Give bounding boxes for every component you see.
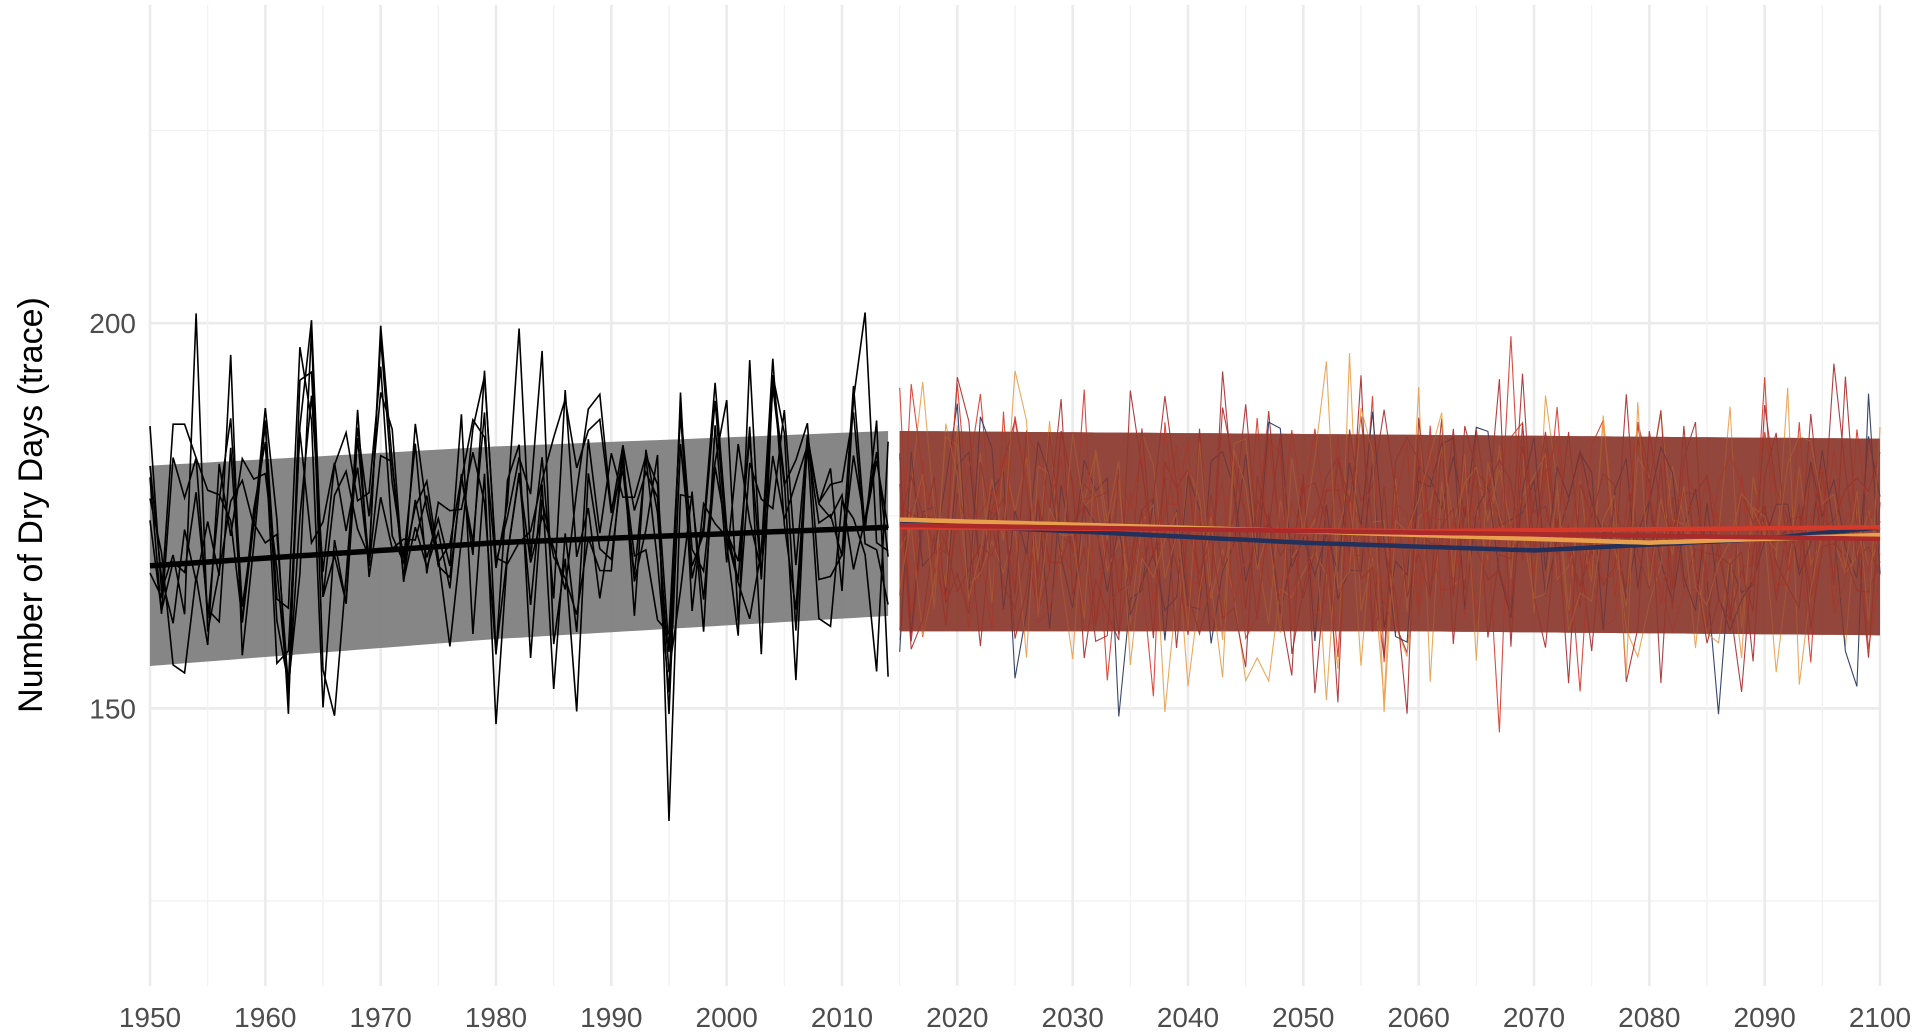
x-tick-label: 2040 [1157, 1002, 1219, 1033]
x-tick-label: 2070 [1503, 1002, 1565, 1033]
x-tick-label: 2090 [1734, 1002, 1796, 1033]
x-axis-tick-labels: 1950 1960 1970 1980 1990 2000 2010 2020 2030 2040… [119, 1002, 1911, 1033]
historical-ribbon [150, 431, 889, 666]
projection-trace [899, 336, 1881, 663]
x-tick-label: 1970 [350, 1002, 412, 1033]
y-axis-title: Number of Dry Days (trace) [12, 297, 50, 713]
series-lines [149, 312, 1881, 822]
trend-lines [149, 431, 1881, 636]
projection-trace [899, 393, 1881, 687]
x-tick-label: 2080 [1618, 1002, 1680, 1033]
y-axis-tick-labels: 150 200 [89, 308, 136, 724]
projection-trace [899, 361, 1881, 713]
x-tick-label: 2010 [811, 1002, 873, 1033]
x-tick-label: 1950 [119, 1002, 181, 1033]
projection-trace [899, 383, 1881, 697]
historical-trend-line [149, 524, 889, 569]
y-tick-label: 200 [89, 308, 136, 339]
x-tick-label: 2060 [1388, 1002, 1450, 1033]
projection-trace [899, 363, 1881, 694]
projection-trend-line [899, 522, 1881, 542]
historical-trace [149, 325, 889, 712]
x-tick-label: 1980 [465, 1002, 527, 1033]
historical-trace [149, 312, 889, 716]
x-tick-label: 2100 [1849, 1002, 1911, 1033]
x-tick-label: 2030 [1042, 1002, 1104, 1033]
x-tick-label: 1960 [234, 1002, 296, 1033]
x-tick-label: 2050 [1272, 1002, 1334, 1033]
x-tick-label: 2020 [926, 1002, 988, 1033]
x-tick-label: 2000 [696, 1002, 758, 1033]
y-tick-label: 150 [89, 693, 136, 724]
x-tick-label: 1990 [580, 1002, 642, 1033]
